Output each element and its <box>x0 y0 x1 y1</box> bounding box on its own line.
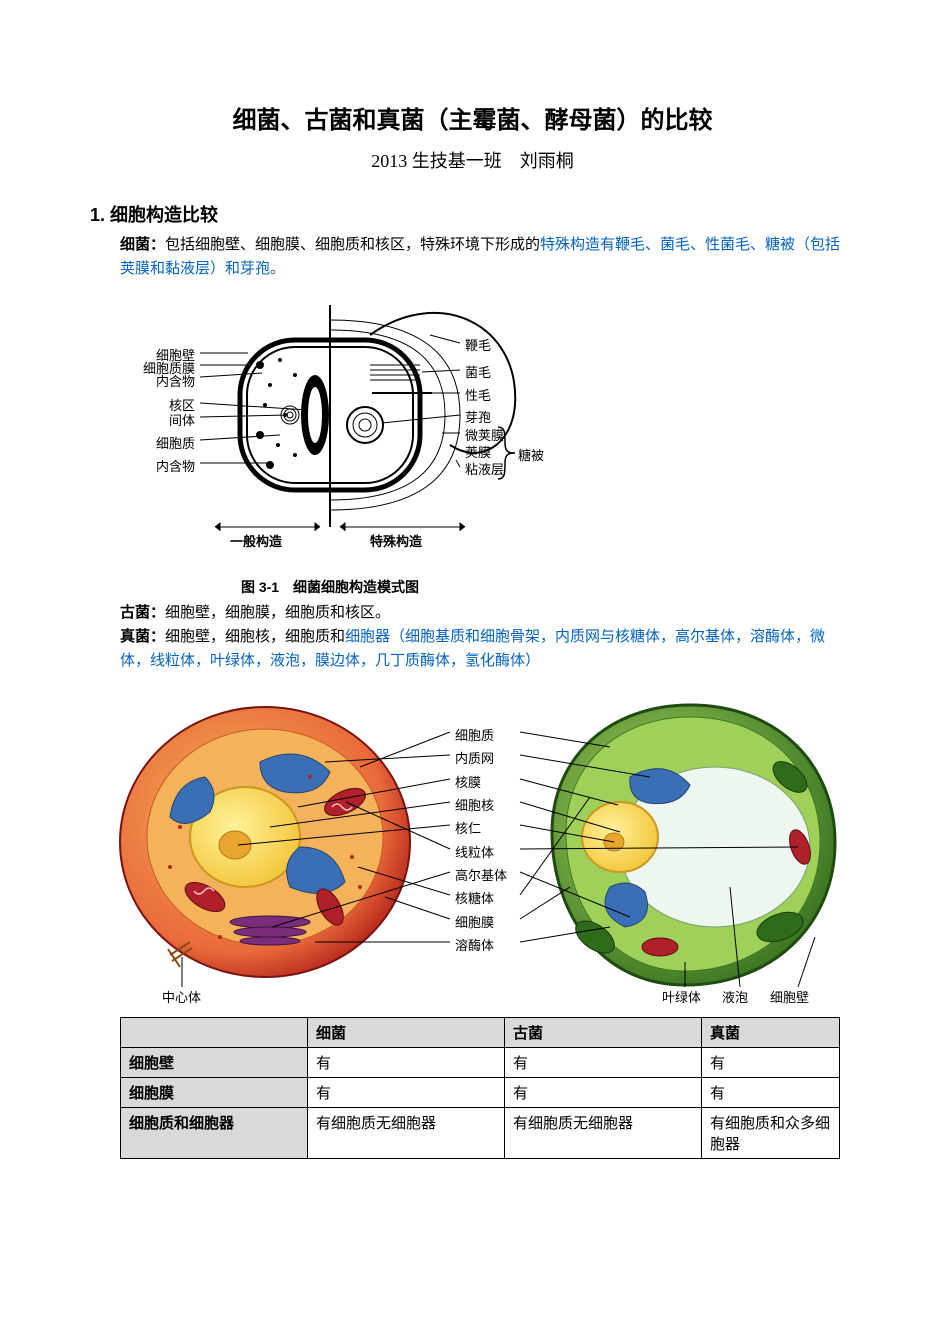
fig2-label-cytoplasm: 细胞质 <box>455 725 494 744</box>
page-title: 细菌、古菌和真菌（主霉菌、酵母菌）的比较 <box>90 100 855 135</box>
cell: 有细胞质和众多细胞器 <box>702 1108 840 1159</box>
fig2-label-mitochondria: 线粒体 <box>455 842 494 861</box>
fig2-label-er: 内质网 <box>455 748 494 767</box>
fig2-label-cell-membrane: 细胞膜 <box>455 912 494 931</box>
table-row: 细胞壁 有 有 有 <box>121 1048 840 1078</box>
fungi-paragraph: 真菌：细胞壁，细胞核，细胞质和细胞器（细胞基质和细胞骨架，内质网与核糖体，高尔基… <box>120 625 855 673</box>
figure-2: 细胞质 内质网 核膜 细胞核 核仁 线粒体 高尔基体 核糖体 细胞膜 溶酶体 中… <box>110 687 850 1007</box>
fig2-label-vacuole: 液泡 <box>722 987 748 1006</box>
cell: 有 <box>505 1048 702 1078</box>
figure-1: 细胞壁 细胞质膜 内含物 核区 间体 细胞质 内含物 鞭毛 菌毛 性毛 芽孢 微… <box>120 295 855 597</box>
table-header-archaea: 古菌 <box>505 1018 702 1048</box>
cell: 有 <box>702 1078 840 1108</box>
cell: 有 <box>308 1078 505 1108</box>
cell: 有细胞质无细胞器 <box>308 1108 505 1159</box>
fungi-label: 真菌： <box>120 629 165 645</box>
fig1-label-cytoplasm: 细胞质 <box>156 433 195 452</box>
figure-1-caption: 图 3-1 细菌细胞构造模式图 <box>120 577 540 597</box>
fungi-text-black: 细胞壁，细胞核，细胞质和 <box>165 629 345 645</box>
cell: 有 <box>505 1078 702 1108</box>
fig1-bottom-left: 一般构造 <box>230 531 282 550</box>
page-subtitle: 2013 生技基一班 刘雨桐 <box>90 147 855 173</box>
section-1-heading: 1. 细胞构造比较 <box>90 201 855 227</box>
bacteria-label: 细菌： <box>120 237 165 253</box>
fig2-label-lysosome: 溶酶体 <box>455 935 494 954</box>
fig2-label-nucleus: 细胞核 <box>455 795 494 814</box>
fig2-label-cell-wall: 细胞壁 <box>770 987 809 1006</box>
fig1-label-flagellum: 鞭毛 <box>465 335 491 354</box>
row-label-membrane: 细胞膜 <box>121 1078 308 1108</box>
fig1-bottom-right: 特殊构造 <box>370 531 422 550</box>
fig1-label-sexpilus: 性毛 <box>465 385 491 404</box>
fig2-label-nucleolus: 核仁 <box>455 818 481 837</box>
fig1-label-endospore: 芽孢 <box>465 407 491 426</box>
table-header-fungi: 真菌 <box>702 1018 840 1048</box>
cell: 有 <box>702 1048 840 1078</box>
table-header-row: 细菌 古菌 真菌 <box>121 1018 840 1048</box>
bacteria-paragraph: 细菌：包括细胞壁、细胞膜、细胞质和核区，特殊环境下形成的特殊构造有鞭毛、菌毛、性… <box>120 233 855 281</box>
fig2-label-nuclear-membrane: 核膜 <box>455 772 481 791</box>
fig1-label-glycocalyx: 糖被 <box>518 445 544 464</box>
table-header-blank <box>121 1018 308 1048</box>
fig1-label-inclusion1: 内含物 <box>156 371 195 390</box>
fig1-label-slime: 粘液层 <box>465 459 504 478</box>
archaea-text: 细胞壁，细胞膜，细胞质和核区。 <box>165 605 390 621</box>
row-label-cell-wall: 细胞壁 <box>121 1048 308 1078</box>
table-row: 细胞膜 有 有 有 <box>121 1078 840 1108</box>
row-label-cytoplasm: 细胞质和细胞器 <box>121 1108 308 1159</box>
table-header-bacteria: 细菌 <box>308 1018 505 1048</box>
fig2-label-golgi: 高尔基体 <box>455 865 507 884</box>
fig2-label-ribosome: 核糖体 <box>455 888 494 907</box>
fig1-label-mesosome: 间体 <box>169 410 195 429</box>
cell: 有细胞质无细胞器 <box>505 1108 702 1159</box>
fig2-label-centriole: 中心体 <box>162 987 201 1006</box>
cell: 有 <box>308 1048 505 1078</box>
fig1-label-inclusion2: 内含物 <box>156 456 195 475</box>
table-row: 细胞质和细胞器 有细胞质无细胞器 有细胞质无细胞器 有细胞质和众多细胞器 <box>121 1108 840 1159</box>
fig2-label-chloroplast: 叶绿体 <box>662 987 701 1006</box>
archaea-paragraph: 古菌：细胞壁，细胞膜，细胞质和核区。 <box>120 601 855 625</box>
bacteria-text-black: 包括细胞壁、细胞膜、细胞质和核区，特殊环境下形成的 <box>165 237 540 253</box>
archaea-label: 古菌： <box>120 605 165 621</box>
comparison-table: 细菌 古菌 真菌 细胞壁 有 有 有 细胞膜 有 有 有 细胞质和细胞器 有细胞… <box>120 1017 840 1159</box>
fig1-label-pili: 菌毛 <box>465 362 491 381</box>
